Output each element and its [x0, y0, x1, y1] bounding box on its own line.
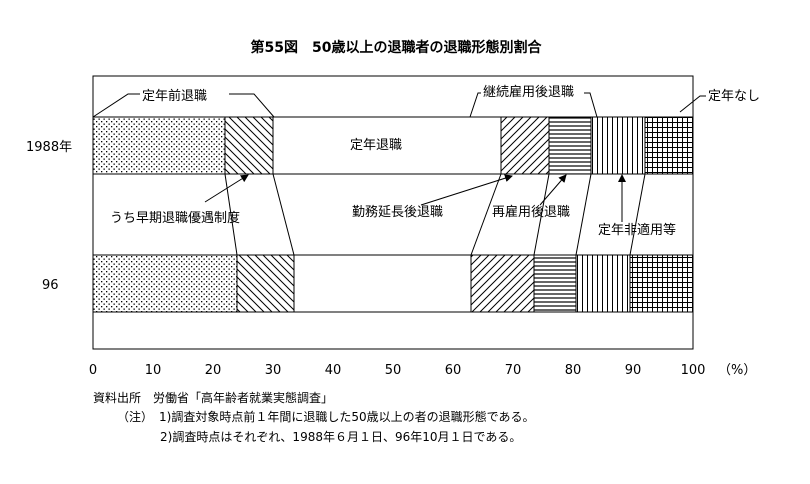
arrow-reemployment	[539, 174, 567, 206]
x-axis-ticks: 0 10 20 30 40 50 60 70 80 90 100	[89, 363, 706, 378]
bar-segment-1-1	[236, 254, 295, 313]
label-extended-employment: 勤務延長後退職	[352, 205, 443, 220]
bar-segment-1-2	[293, 254, 472, 313]
x-tick-label-7: 70	[505, 363, 522, 378]
label-reemployment: 再雇用後退職	[492, 204, 570, 220]
connector-line-6	[629, 173, 646, 256]
leader-no-retirement-age	[679, 95, 706, 113]
bar-segment-0-4	[548, 116, 592, 175]
leader-lines	[92, 92, 706, 222]
x-tick-label-0: 0	[89, 363, 97, 378]
leader-pre-retirement	[92, 93, 140, 118]
label-mandatory-retirement: 定年退職	[350, 138, 402, 153]
x-tick-label-6: 60	[445, 363, 462, 378]
arrow-early-retirement	[204, 174, 249, 203]
connector-line-3	[470, 173, 502, 256]
x-tick-label-3: 30	[265, 363, 282, 378]
x-tick-label-1: 10	[145, 363, 162, 378]
source-line: 資料出所 労働省「高年齢者就業実態調査」	[93, 390, 333, 405]
bar-segment-1-3	[470, 254, 535, 313]
bar-segment-1-5	[575, 254, 631, 313]
bar-segment-0-1	[224, 116, 274, 175]
bar-segment-1-0	[92, 254, 238, 313]
bar-segment-0-6	[644, 116, 694, 175]
label-continued-employment: 継続雇用後退職	[483, 84, 574, 100]
leader-continued-employment-right	[584, 92, 598, 118]
label-no-retirement-age: 定年なし	[708, 89, 760, 104]
x-tick-label-5: 50	[385, 363, 402, 378]
bar-segment-0-5	[590, 116, 646, 175]
connector-line-5	[575, 173, 592, 256]
bars-layer	[92, 116, 694, 313]
x-tick-label-4: 40	[325, 363, 342, 378]
label-early-retirement: うち早期退職優遇制度	[110, 210, 240, 226]
x-tick-label-9: 90	[625, 363, 642, 378]
x-tick-label-8: 80	[565, 363, 582, 378]
note-line-1: （注） 1)調査対象時点前１年間に退職した50歳以上の者の退職形態である。	[117, 409, 534, 424]
bar-segment-0-0	[92, 116, 226, 175]
plot-frame	[92, 75, 694, 350]
bar-segment-0-3	[500, 116, 550, 175]
x-tick-label-2: 20	[205, 363, 222, 378]
category-label-96: 96	[42, 278, 59, 293]
category-label-1988: 1988年	[26, 140, 72, 155]
x-unit-label: （%）	[718, 363, 756, 378]
leader-continued-employment	[469, 92, 481, 118]
x-tick-label-10: 100	[681, 363, 706, 378]
arrow-extended-employment	[420, 174, 513, 206]
connector-line-4	[533, 173, 550, 256]
connectors-layer	[224, 173, 646, 256]
bar-segment-1-6	[629, 254, 694, 313]
connector-line-1	[224, 173, 238, 256]
label-pre-retirement: 定年前退職	[142, 88, 207, 104]
leader-pre-retirement-right	[229, 93, 275, 118]
chart-title: 第55図 50歳以上の退職者の退職形態別割合	[251, 39, 543, 56]
bar-segment-1-4	[533, 254, 577, 313]
connector-line-2	[272, 173, 295, 256]
note-line-2: 2)調査時点はそれぞれ、1988年６月１日、96年10月１日である。	[160, 430, 521, 444]
label-not-applicable: 定年非適用等	[598, 222, 676, 238]
